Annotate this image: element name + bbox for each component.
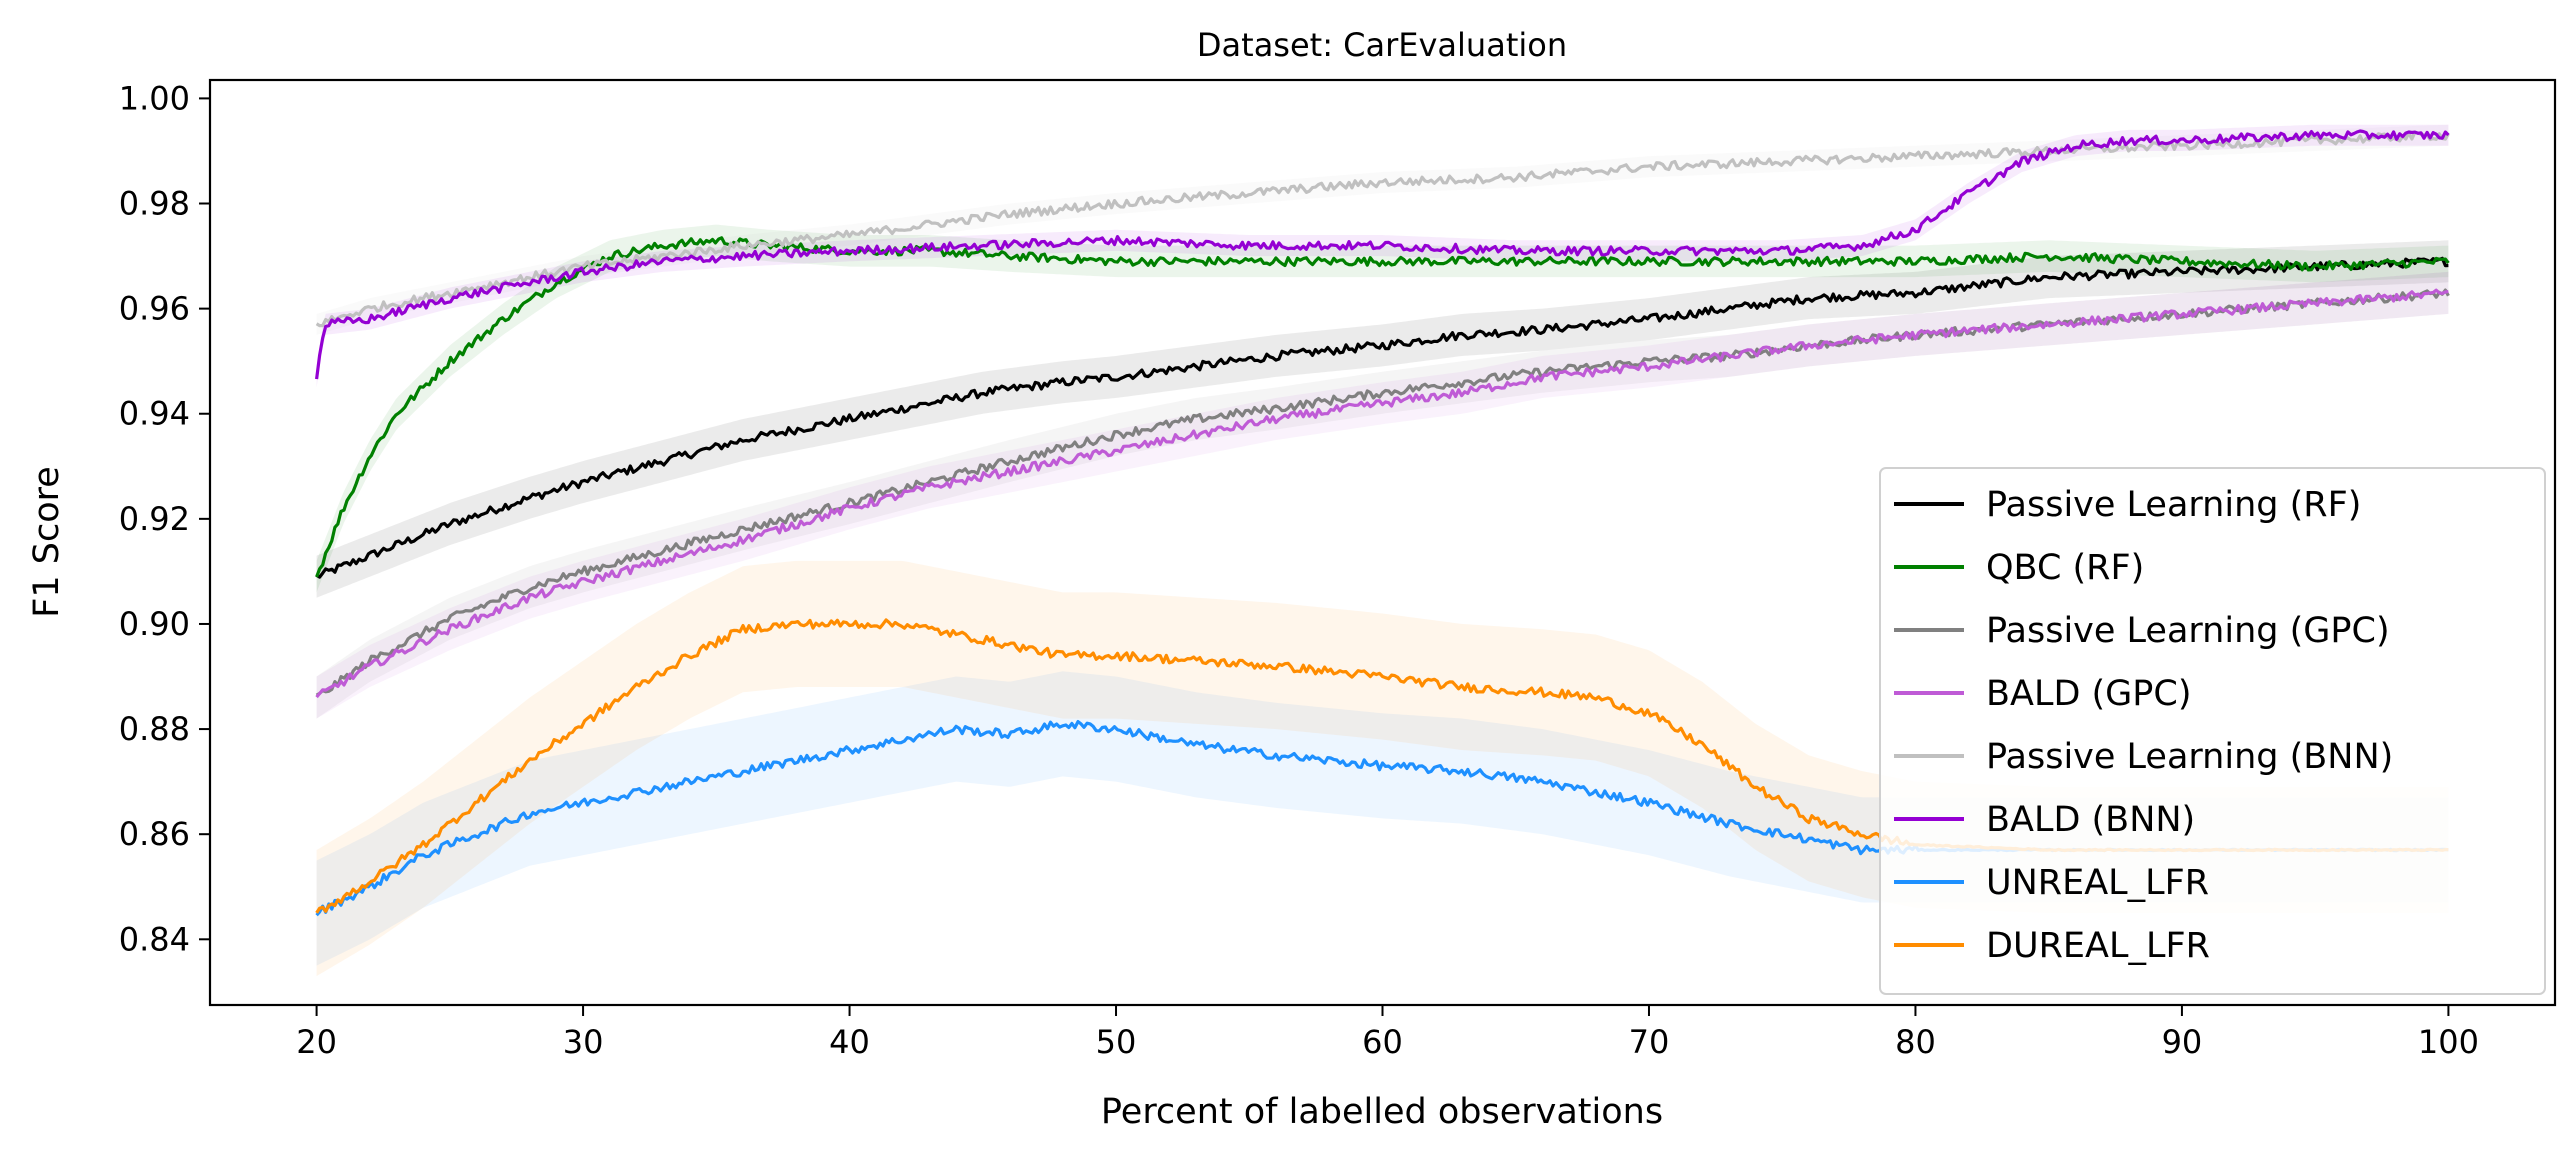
x-tick-label: 30 [563, 1023, 604, 1061]
series-line [315, 256, 2449, 579]
y-axis: 0.84 0.86 0.88 0.90 0.92 0.94 0.96 0.98 1.00 [119, 79, 210, 958]
legend-label: UNREAL_LFR [1986, 863, 2209, 903]
legend-label: DUREAL_LFR [1986, 926, 2210, 966]
x-tick-label: 80 [1895, 1023, 1936, 1061]
y-tick-label: 0.84 [119, 920, 190, 958]
x-axis-label: Percent of labelled observations [1101, 1092, 1663, 1132]
y-tick-label: 0.88 [119, 710, 190, 748]
series-band [316, 271, 2449, 719]
x-tick-label: 90 [2162, 1023, 2203, 1061]
series-line [315, 129, 2450, 380]
y-tick-label: 0.94 [119, 395, 190, 433]
series-band [316, 124, 2449, 388]
y-tick-label: 0.86 [119, 815, 190, 853]
x-tick-label: 50 [1096, 1023, 1137, 1061]
x-tick-label: 40 [829, 1023, 870, 1061]
series-line [315, 236, 2450, 578]
legend-label: BALD (BNN) [1986, 800, 2195, 840]
series-line [315, 288, 2449, 699]
y-tick-label: 1.00 [119, 79, 190, 117]
y-tick-label: 0.90 [119, 605, 190, 643]
x-tick-label: 20 [296, 1023, 337, 1061]
y-tick-label: 0.92 [119, 500, 190, 538]
y-axis-label: F1 Score [27, 466, 67, 618]
legend-label: Passive Learning (RF) [1986, 485, 2361, 525]
y-tick-label: 0.96 [119, 290, 190, 328]
legend-label: BALD (GPC) [1986, 674, 2192, 714]
legend-label: QBC (RF) [1986, 548, 2144, 588]
legend-label: Passive Learning (BNN) [1986, 737, 2393, 777]
series-line [315, 130, 2450, 328]
x-tick-label: 100 [2418, 1023, 2479, 1061]
x-axis: 20 30 40 50 60 70 80 90 100 [296, 1005, 2479, 1061]
legend: Passive Learning (RF) QBC (RF) Passive Lea… [1879, 467, 2546, 995]
x-tick-label: 70 [1629, 1023, 1670, 1061]
chart-title: Dataset: CarEvaluation [1197, 26, 1567, 64]
legend-label: Passive Learning (GPC) [1986, 611, 2390, 651]
legend-box [1879, 467, 2546, 995]
y-tick-label: 0.98 [119, 185, 190, 223]
x-tick-label: 60 [1362, 1023, 1403, 1061]
series-band [316, 271, 2449, 719]
series-band [316, 240, 2449, 598]
